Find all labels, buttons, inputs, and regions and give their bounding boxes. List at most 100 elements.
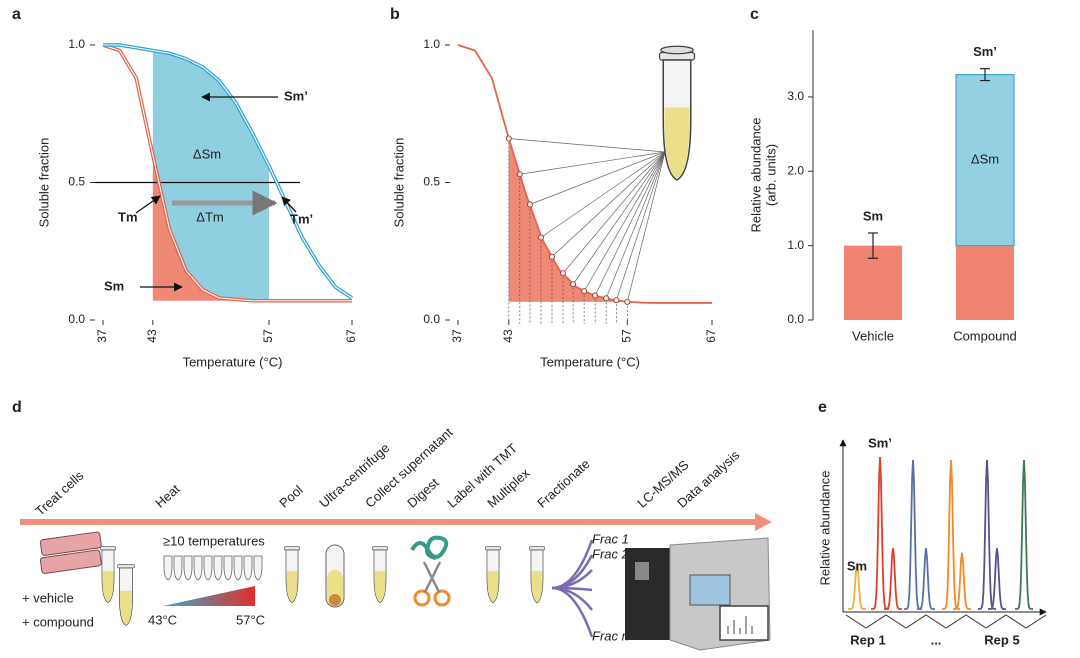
sample-link: [605, 151, 666, 299]
fraction-label: Frac 2: [592, 546, 630, 561]
panel-label: c: [750, 6, 759, 23]
note: ≥10 temperatures: [163, 533, 265, 548]
step-label: Pool: [276, 482, 305, 511]
note: 43°C: [148, 612, 177, 627]
x-tick-label: 37: [95, 329, 109, 343]
tube-cap: [485, 546, 501, 551]
sample-point: [581, 288, 588, 295]
tube-icon: [529, 546, 545, 604]
curve-inner: [103, 44, 353, 299]
series-label: ΔSm: [971, 152, 999, 167]
sample-link: [551, 151, 666, 258]
peak: [977, 459, 997, 610]
sample-point: [548, 253, 555, 260]
annotation: Sm’: [973, 44, 997, 59]
series-label: Sm: [863, 208, 883, 223]
sample-link: [519, 151, 666, 175]
x-tick-label: 67: [344, 329, 358, 343]
sample-point: [526, 201, 533, 208]
sample-point: [592, 292, 599, 299]
step-label: Digest: [404, 475, 442, 511]
replicate-label: ...: [931, 632, 942, 647]
tube-icon: [100, 546, 116, 604]
tube-cap: [529, 546, 545, 551]
sample-link: [583, 151, 666, 292]
y-axis-label: (arb. units): [763, 144, 778, 206]
tube-cap: [372, 546, 388, 551]
tube-liquid: [664, 107, 690, 179]
process-arrow: [20, 513, 772, 531]
annotation: Tm’: [290, 211, 313, 226]
sample-point: [559, 270, 566, 277]
fraction-label: Frac n: [592, 628, 629, 643]
sample-link: [594, 151, 666, 296]
fraction-line: [551, 586, 594, 638]
step-label: Heat: [152, 481, 183, 511]
replicate-label: Rep 1: [850, 632, 885, 647]
scissors-handle: [433, 589, 451, 607]
temperature-gradient: [163, 586, 255, 606]
tube-cap: [100, 546, 116, 551]
tube-icon: [117, 564, 135, 627]
ms-panel: [635, 562, 649, 580]
arrow: [281, 196, 297, 213]
peak: [987, 548, 1007, 610]
bar-segment: [956, 245, 1014, 320]
y-tick-label: 1.0: [787, 238, 804, 252]
pellet: [329, 594, 341, 606]
x-tick-label: 43: [501, 329, 515, 343]
tube-rim: [660, 45, 694, 55]
mini-tube: [253, 555, 263, 581]
mini-tube: [223, 555, 233, 581]
peak-label: Sm: [847, 558, 867, 573]
protein-icon: [410, 535, 449, 560]
curve-inner: [102, 44, 352, 302]
note: 57°C: [236, 612, 265, 627]
sample-link: [540, 151, 666, 238]
step-label: Treat cells: [32, 468, 87, 519]
peak: [883, 548, 903, 610]
tube-icon: [284, 546, 300, 604]
y-axis-label: Relative abundance: [748, 118, 763, 233]
tube-liquid: [531, 570, 543, 603]
x-tick-label: 57: [620, 329, 634, 343]
tube-icon: [658, 45, 696, 181]
x-tick-label: Compound: [953, 328, 1017, 343]
step-label: Data analysis: [674, 447, 742, 511]
soluble-area: [508, 138, 628, 302]
x-tick-label: 57: [261, 329, 275, 343]
annotation: Tm: [118, 209, 138, 224]
y-tick-label: 0.0: [787, 312, 804, 326]
peak: [870, 456, 890, 610]
replicate-label: Rep 5: [984, 632, 1019, 647]
sample-point: [505, 135, 512, 142]
monitor-plot: [727, 616, 753, 634]
annotation: ΔTm: [196, 209, 223, 224]
y-tick-label: 1.0: [68, 37, 85, 51]
panel-c: c Relative abundance (arb. units) 0.0 1.0 2.0…: [748, 6, 1016, 343]
arrow: [135, 195, 161, 214]
y-tick-label: 0.5: [423, 175, 440, 189]
y-tick-label: 2.0: [787, 163, 804, 177]
x-axis-label: Temperature (°C): [183, 354, 283, 369]
mini-tube: [183, 555, 193, 581]
replicate-brackets: [845, 614, 1047, 629]
peak-label: Sm’: [868, 435, 892, 450]
mini-tube: [233, 555, 243, 581]
panel-b: b Soluble fraction Temperature (°C) 0.0 0.5 1…: [390, 6, 718, 369]
monitor: [719, 605, 769, 641]
x-axis-label: Temperature (°C): [540, 354, 640, 369]
lc-screen: [689, 574, 731, 606]
tube-liquid: [120, 590, 132, 625]
step-label: Fractionate: [534, 456, 592, 511]
sample-point: [516, 171, 523, 178]
tube-liquid: [102, 570, 114, 603]
y-tick-label: 0.0: [68, 312, 85, 326]
mini-tube: [213, 555, 223, 581]
x-tick-label: Vehicle: [852, 328, 894, 343]
sample-point: [603, 295, 610, 302]
y-tick-label: 1.0: [423, 37, 440, 51]
sample-link: [562, 151, 666, 274]
x-tick-label: 37: [450, 329, 464, 343]
